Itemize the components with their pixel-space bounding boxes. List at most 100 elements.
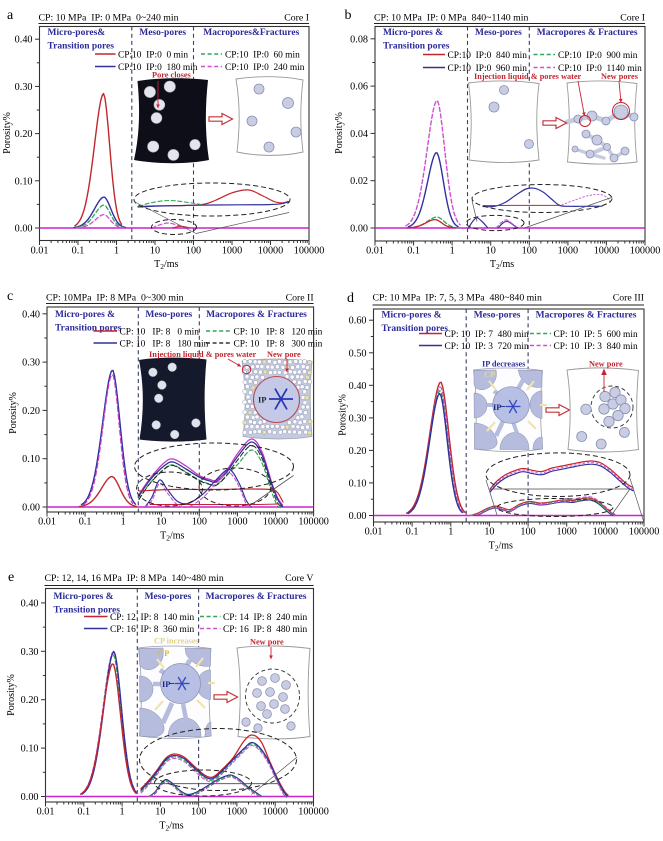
svg-text:0.40: 0.40 xyxy=(15,35,33,46)
svg-text:100000: 100000 xyxy=(294,246,325,257)
svg-text:CP: 10 IP: 3 840 min: CP: 10 IP: 3 840 min xyxy=(554,342,638,352)
svg-text:Porosity%: Porosity% xyxy=(338,394,349,436)
svg-text:0.10: 0.10 xyxy=(15,176,33,187)
svg-text:0.40: 0.40 xyxy=(349,381,367,392)
svg-text:CP:10 IP:0 60 min: CP:10 IP:0 60 min xyxy=(225,51,300,61)
svg-text:0.00: 0.00 xyxy=(15,224,33,235)
svg-text:New pores: New pores xyxy=(601,72,639,81)
svg-text:Core II: Core II xyxy=(286,293,314,304)
svg-text:0.20: 0.20 xyxy=(21,695,39,706)
svg-text:Macropores & Fractures: Macropores & Fractures xyxy=(206,592,307,602)
svg-text:IP: IP xyxy=(258,395,267,405)
svg-text:100000: 100000 xyxy=(298,517,329,528)
svg-text:1: 1 xyxy=(121,517,126,528)
svg-text:CP: 12, 14, 16 MPa IP: 8 MPa: CP: 12, 14, 16 MPa IP: 8 MPa 140~480 min xyxy=(45,573,224,584)
svg-text:T2/ms: T2/ms xyxy=(154,259,178,271)
svg-text:New pore: New pore xyxy=(267,350,301,359)
svg-text:Transition pores: Transition pores xyxy=(54,606,121,616)
svg-text:0.30: 0.30 xyxy=(22,358,40,369)
svg-text:0.01: 0.01 xyxy=(37,807,55,818)
svg-text:0.1: 0.1 xyxy=(407,246,420,257)
svg-text:100: 100 xyxy=(522,246,537,257)
svg-text:10: 10 xyxy=(156,517,166,528)
svg-text:0.30: 0.30 xyxy=(349,413,367,424)
svg-text:1000: 1000 xyxy=(557,527,577,538)
svg-text:Core III: Core III xyxy=(613,293,644,304)
svg-text:0.20: 0.20 xyxy=(15,129,33,140)
svg-text:CP increases: CP increases xyxy=(154,637,200,646)
svg-text:CP: CP xyxy=(158,648,169,658)
svg-text:Macropores&Fractures: Macropores&Fractures xyxy=(203,28,299,38)
svg-text:Transition pores: Transition pores xyxy=(382,324,449,334)
svg-text:Transition pores: Transition pores xyxy=(383,42,450,52)
svg-text:CP: 12 IP: 8 140 min: CP: 12 IP: 8 140 min xyxy=(110,613,194,623)
svg-text:T2/ms: T2/ms xyxy=(489,541,513,553)
svg-text:0.01: 0.01 xyxy=(366,246,384,257)
svg-text:0.1: 0.1 xyxy=(79,517,92,528)
svg-text:1000: 1000 xyxy=(222,246,242,257)
svg-text:1: 1 xyxy=(450,246,455,257)
svg-text:10000: 10000 xyxy=(594,246,619,257)
svg-text:Transition pores: Transition pores xyxy=(55,324,122,334)
svg-text:Core I: Core I xyxy=(284,13,309,24)
svg-text:10: 10 xyxy=(150,246,160,257)
svg-text:Micro-pores &: Micro-pores & xyxy=(55,310,115,320)
svg-text:CP:10 IP:0 1140 min: CP:10 IP:0 1140 min xyxy=(558,64,642,74)
svg-text:Meso-pores: Meso-pores xyxy=(474,311,521,321)
svg-text:Pore closes: Pore closes xyxy=(152,71,192,80)
svg-text:0.02: 0.02 xyxy=(350,176,368,187)
svg-text:CP: 10 IP: 5 600 min: CP: 10 IP: 5 600 min xyxy=(554,330,638,340)
svg-text:CP: CP xyxy=(158,648,169,658)
svg-text:Meso-pores: Meso-pores xyxy=(475,28,522,38)
svg-text:0.20: 0.20 xyxy=(349,446,367,457)
svg-text:0.10: 0.10 xyxy=(22,454,40,465)
svg-text:1: 1 xyxy=(114,246,119,257)
svg-text:CP: 10 MPa IP: 0 MPa 840~114: CP: 10 MPa IP: 0 MPa 840~1140 min xyxy=(374,13,528,24)
svg-text:CP:10 IP:0 0 min: CP:10 IP:0 0 min xyxy=(118,51,188,61)
svg-text:0.1: 0.1 xyxy=(72,246,85,257)
svg-text:0.01: 0.01 xyxy=(38,517,56,528)
svg-text:100000: 100000 xyxy=(298,807,329,818)
svg-text:100: 100 xyxy=(191,807,206,818)
svg-text:CP: 10 IP: 7 480 min: CP: 10 IP: 7 480 min xyxy=(445,330,529,340)
svg-text:Core V: Core V xyxy=(285,573,313,584)
svg-text:CP: 16 IP: 8 480 min: CP: 16 IP: 8 480 min xyxy=(223,625,307,635)
svg-text:Meso-pores: Meso-pores xyxy=(145,592,192,602)
svg-text:CP: 10 MPa IP: 7, 5, 3 MPa 4: CP: 10 MPa IP: 7, 5, 3 MPa 480~840 min xyxy=(373,293,543,304)
svg-text:0.30: 0.30 xyxy=(21,647,39,658)
svg-text:1000: 1000 xyxy=(558,246,578,257)
svg-text:CP: 10 IP: 8 0 min: CP: 10 IP: 8 0 min xyxy=(120,328,200,338)
svg-text:0.1: 0.1 xyxy=(406,527,419,538)
svg-text:IP: IP xyxy=(493,402,502,412)
svg-text:T2/ms: T2/ms xyxy=(490,259,514,271)
svg-text:10000: 10000 xyxy=(263,517,288,528)
svg-text:0.40: 0.40 xyxy=(22,309,40,320)
svg-text:CP: 10MPa IP: 8 MPa 0~300 mi: CP: 10MPa IP: 8 MPa 0~300 min xyxy=(46,293,184,304)
svg-text:d: d xyxy=(347,291,354,306)
svg-text:100: 100 xyxy=(520,527,535,538)
svg-text:c: c xyxy=(7,289,13,304)
svg-text:IP: IP xyxy=(162,679,171,689)
svg-text:100000: 100000 xyxy=(629,527,660,538)
svg-text:Porosity%: Porosity% xyxy=(2,112,13,154)
svg-text:b: b xyxy=(345,8,352,23)
svg-text:CP:10 IP:0 180 min: CP:10 IP:0 180 min xyxy=(118,63,198,73)
svg-text:0.60: 0.60 xyxy=(349,316,367,327)
svg-text:CP: 14 IP: 8 240 min: CP: 14 IP: 8 240 min xyxy=(223,613,307,623)
svg-text:0.08: 0.08 xyxy=(350,34,368,45)
svg-text:0.1: 0.1 xyxy=(77,807,90,818)
svg-text:0.04: 0.04 xyxy=(350,129,368,140)
svg-text:1000: 1000 xyxy=(227,807,247,818)
svg-text:CP:10 IP:0 840 min: CP:10 IP:0 840 min xyxy=(448,51,528,61)
svg-text:0.00: 0.00 xyxy=(350,224,368,235)
svg-text:0.10: 0.10 xyxy=(21,744,39,755)
svg-text:Porosity%: Porosity% xyxy=(6,674,17,716)
svg-text:0.00: 0.00 xyxy=(21,792,39,803)
svg-text:e: e xyxy=(8,570,14,585)
svg-text:Macropores & Fractures: Macropores & Fractures xyxy=(536,311,637,321)
svg-text:10: 10 xyxy=(486,246,496,257)
svg-text:0.50: 0.50 xyxy=(349,348,367,359)
svg-text:Micro-pores &: Micro-pores & xyxy=(383,28,443,38)
svg-text:Porosity%: Porosity% xyxy=(8,392,19,434)
svg-text:CP:10 IP:0 960 min: CP:10 IP:0 960 min xyxy=(448,64,528,74)
